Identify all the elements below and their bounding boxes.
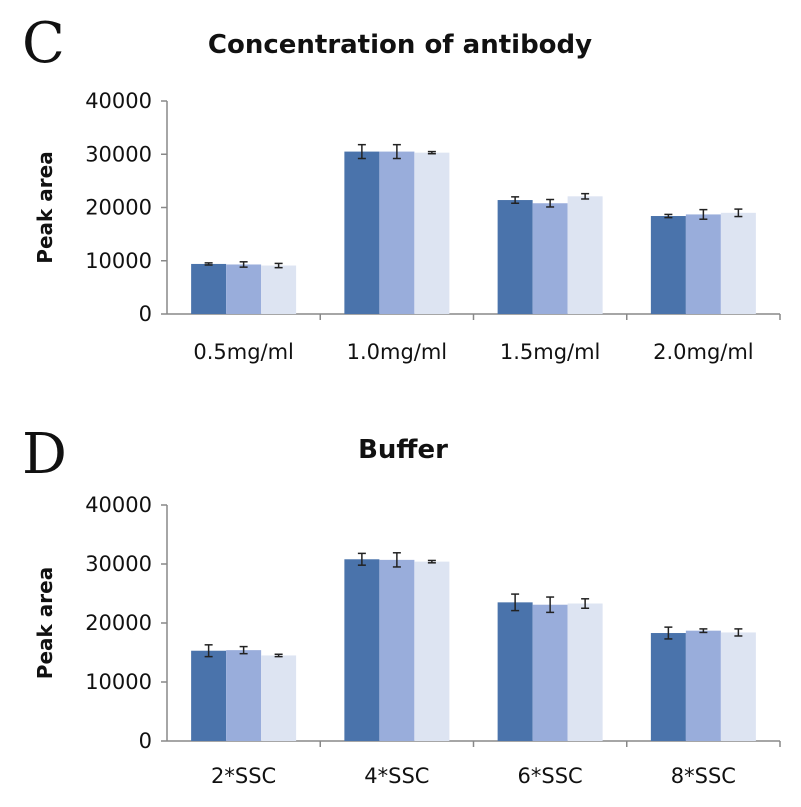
chart-panel-d: D Buffer 0 10000 20000 30000 40000 Peak area 2*S…	[22, 422, 781, 788]
bar	[379, 559, 415, 741]
bar	[497, 602, 533, 741]
category-label: 4*SSC	[364, 764, 429, 788]
category-label: 1.5mg/ml	[500, 340, 601, 364]
y-tick-label: 20000	[85, 196, 152, 220]
y-tick-label: 30000	[85, 142, 152, 166]
bar	[261, 655, 297, 741]
y-tick-label: 40000	[85, 89, 152, 113]
bar	[226, 650, 262, 741]
chart-panel-c: C Concentration of antibody 0 10000 20000 300…	[22, 11, 781, 364]
category-label: 0.5mg/ml	[193, 340, 294, 364]
bar	[414, 152, 450, 314]
bar	[497, 200, 533, 314]
bar	[685, 630, 721, 741]
bar	[414, 561, 450, 741]
y-axis-label: Peak area	[33, 567, 57, 679]
bar	[532, 203, 568, 314]
category-label: 8*SSC	[671, 764, 736, 788]
bar	[650, 216, 686, 314]
category-label: 2.0mg/ml	[653, 340, 754, 364]
chart-title: Buffer	[358, 435, 448, 465]
bar	[344, 151, 380, 314]
panel-letter: D	[22, 422, 67, 487]
y-tick-label: 20000	[85, 611, 152, 635]
y-tick-label: 10000	[85, 249, 152, 273]
bar	[532, 604, 568, 741]
category-label: 1.0mg/ml	[347, 340, 448, 364]
y-tick-label: 10000	[85, 670, 152, 694]
bar	[685, 214, 721, 314]
y-tick-label: 30000	[85, 552, 152, 576]
bar	[344, 559, 380, 741]
bar	[379, 151, 415, 314]
bar	[261, 265, 297, 314]
y-tick-label: 40000	[85, 493, 152, 517]
bar	[226, 264, 262, 314]
chart-title: Concentration of antibody	[208, 30, 592, 60]
bar	[650, 633, 686, 741]
panel-letter: C	[22, 11, 65, 76]
category-label: 6*SSC	[518, 764, 583, 788]
bar	[720, 632, 756, 741]
bar	[191, 650, 227, 741]
bar	[191, 263, 227, 314]
y-tick-label: 0	[139, 729, 152, 753]
category-label: 2*SSC	[211, 764, 276, 788]
y-tick-label: 0	[139, 302, 152, 326]
y-axis-label: Peak area	[33, 151, 57, 263]
bar	[567, 603, 603, 741]
bar	[720, 212, 756, 314]
bar	[567, 196, 603, 314]
